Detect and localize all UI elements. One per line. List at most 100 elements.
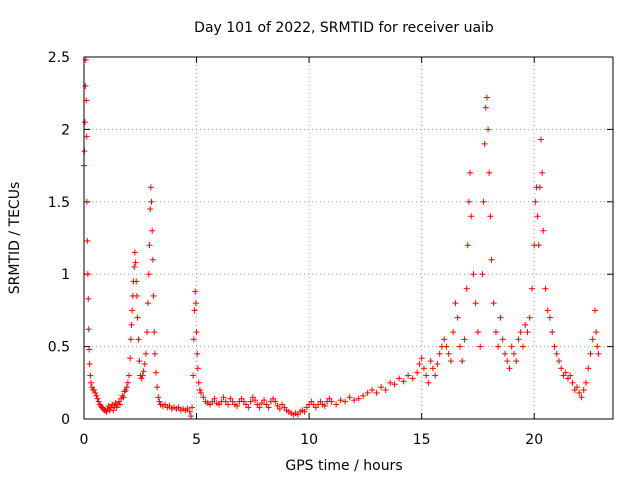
data-point: [477, 343, 484, 350]
data-point: [504, 358, 511, 365]
data-point: [145, 271, 152, 278]
data-point: [425, 379, 432, 386]
data-point: [364, 389, 371, 396]
data-point: [447, 358, 454, 365]
grid: [84, 57, 613, 419]
data-point: [134, 314, 141, 321]
data-point: [117, 401, 124, 408]
data-point: [155, 394, 162, 401]
data-point: [454, 314, 461, 321]
data-point: [131, 263, 138, 270]
data-point: [506, 365, 513, 372]
data-point: [86, 346, 93, 353]
data-point: [81, 119, 88, 126]
data-point: [485, 126, 492, 133]
data-point: [373, 389, 380, 396]
data-point: [272, 398, 279, 405]
data-point: [595, 350, 602, 357]
data-point: [436, 350, 443, 357]
data-point: [122, 387, 129, 394]
data-point: [452, 300, 459, 307]
data-point: [83, 133, 90, 140]
data-point: [198, 389, 205, 396]
data-point: [558, 365, 565, 372]
data-point: [409, 375, 416, 382]
data-point: [427, 358, 434, 365]
data-point: [151, 329, 158, 336]
data-point: [468, 213, 475, 220]
plot-frame: [83, 56, 614, 420]
data-point: [189, 404, 196, 411]
data-point: [194, 365, 201, 372]
tick-labels: 0 5 10 15 20 0 0.5 1 1.5 2 2.5: [48, 50, 543, 448]
data-point: [470, 271, 477, 278]
data-point: [567, 372, 574, 379]
data-point: [153, 369, 160, 376]
data-point: [464, 242, 471, 249]
data-point: [513, 358, 520, 365]
data-point: [445, 350, 452, 357]
data-point: [539, 169, 546, 176]
data-point: [378, 384, 385, 391]
data-point: [135, 336, 142, 343]
y-tick-label: 0: [61, 412, 70, 428]
data-point: [459, 358, 466, 365]
data-point: [540, 227, 547, 234]
data-point: [555, 358, 562, 365]
data-point: [85, 326, 92, 333]
chart-title: Day 101 of 2022, SRMTID for receiver uai…: [194, 20, 494, 36]
data-point: [536, 184, 543, 191]
data-point: [93, 392, 100, 399]
data-point: [127, 355, 134, 362]
data-point: [328, 398, 335, 405]
x-tick-label: 20: [525, 432, 543, 448]
data-point: [85, 295, 92, 302]
data-point: [128, 321, 135, 328]
data-point: [482, 104, 489, 111]
data-point: [420, 365, 427, 372]
data-point: [396, 375, 403, 382]
data-point: [580, 387, 587, 394]
data-point: [138, 375, 145, 382]
data-point: [123, 384, 130, 391]
data-point: [562, 369, 569, 376]
data-point: [508, 343, 515, 350]
data-point: [443, 343, 450, 350]
data-point: [190, 372, 197, 379]
y-axis-label: SRMTID / TECUs: [7, 182, 23, 295]
data-point: [301, 408, 308, 415]
y-tick-label: 1: [61, 267, 70, 283]
data-point: [147, 206, 154, 213]
data-point: [119, 392, 126, 399]
data-point: [195, 379, 202, 386]
data-point: [594, 343, 601, 350]
data-point: [591, 307, 598, 314]
data-point: [83, 198, 90, 205]
data-point: [391, 381, 398, 388]
data-point: [429, 365, 436, 372]
x-axis-label: GPS time / hours: [285, 458, 402, 474]
data-point: [190, 336, 197, 343]
data-point: [532, 198, 539, 205]
x-tick-label: 5: [192, 432, 201, 448]
data-point: [517, 329, 524, 336]
y-tick-label: 2.5: [48, 50, 70, 66]
data-point: [593, 329, 600, 336]
y-tick-label: 1.5: [48, 195, 70, 211]
data-point: [488, 256, 495, 263]
data-point: [483, 94, 490, 101]
data-point: [245, 404, 252, 411]
data-point: [461, 336, 468, 343]
data-point: [515, 336, 522, 343]
data-point: [481, 140, 488, 147]
data-point: [346, 394, 353, 401]
y-tick-label: 2: [61, 122, 70, 138]
data-point: [535, 242, 542, 249]
data-point: [480, 198, 487, 205]
data-point: [486, 169, 493, 176]
data-point: [148, 198, 155, 205]
data-point: [110, 407, 117, 414]
data-point: [528, 285, 535, 292]
data-point: [95, 398, 102, 405]
data-point: [569, 379, 576, 386]
